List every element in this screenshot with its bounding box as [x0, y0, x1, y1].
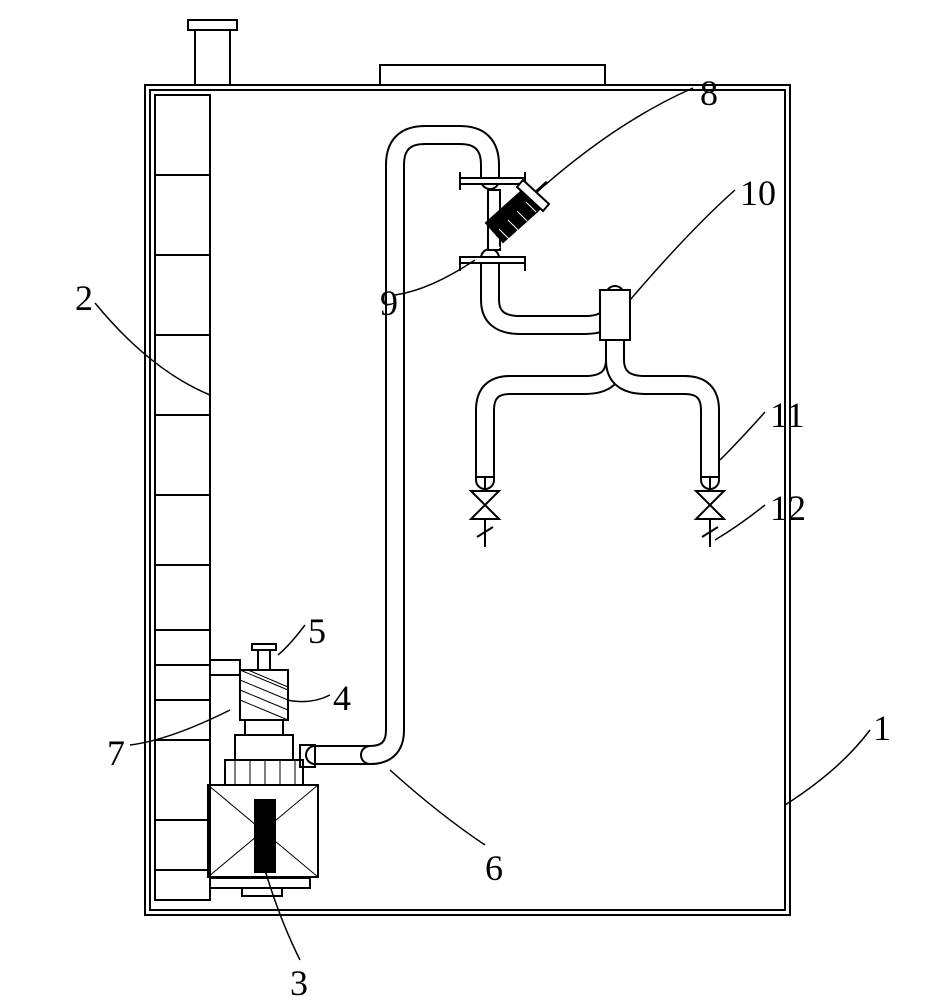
callout-label-4: 4 — [333, 680, 351, 716]
callout-label-2: 2 — [75, 280, 93, 316]
callout-label-11: 11 — [770, 397, 805, 433]
callout-label-7: 7 — [107, 735, 125, 771]
callout-label-1: 1 — [873, 710, 891, 746]
callout-label-8: 8 — [700, 75, 718, 111]
callout-label-10: 10 — [740, 175, 776, 211]
callout-label-9: 9 — [380, 285, 398, 321]
callout-label-5: 5 — [308, 613, 326, 649]
callout-label-6: 6 — [485, 850, 503, 886]
callout-label-3: 3 — [290, 965, 308, 1001]
callout-label-12: 12 — [770, 490, 806, 526]
